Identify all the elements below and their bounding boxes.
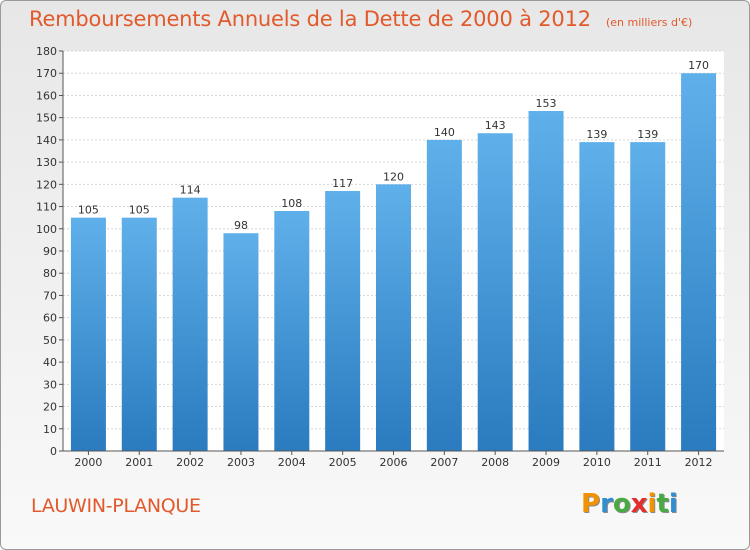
y-tick-label: 50 <box>43 334 57 347</box>
bar <box>630 142 666 451</box>
y-tick-label: 130 <box>36 156 57 169</box>
bars-group <box>70 73 717 452</box>
y-tick-label: 80 <box>43 267 57 280</box>
labels-group: 0 10 20 30 40 50 60 70 80 90 100 110 120 130 140 150 160… <box>36 45 713 469</box>
y-tick-label: 10 <box>43 423 57 436</box>
y-tick-label: 30 <box>43 378 57 391</box>
y-tick-label: 60 <box>43 312 57 325</box>
y-tick-label: 140 <box>36 134 57 147</box>
logo-letter: x <box>630 489 648 519</box>
bar <box>528 111 564 451</box>
y-tick-label: 110 <box>36 201 57 214</box>
y-tick-label: 120 <box>36 178 57 191</box>
y-tick-label: 170 <box>36 67 57 80</box>
bar <box>325 191 361 451</box>
data-label: 98 <box>234 219 248 232</box>
y-tick-label: 150 <box>36 112 57 125</box>
chart-header: Remboursements Annuels de la Dette de 20… <box>29 7 692 31</box>
x-tick-label: 2010 <box>583 456 611 469</box>
logo-letter: t <box>656 489 669 519</box>
bar <box>223 233 259 451</box>
x-tick-label: 2008 <box>481 456 509 469</box>
logo-letter: i <box>668 489 678 519</box>
data-label: 139 <box>637 128 658 141</box>
bar <box>579 142 615 451</box>
data-label: 114 <box>180 184 201 197</box>
x-tick-label: 2006 <box>380 456 408 469</box>
proxiti-logo: Proxiti <box>581 489 678 519</box>
y-tick-label: 20 <box>43 401 57 414</box>
x-tick-label: 2011 <box>634 456 662 469</box>
bar <box>376 184 411 452</box>
x-tick-label: 2000 <box>74 456 102 469</box>
bar <box>121 217 157 451</box>
data-label: 139 <box>586 128 607 141</box>
data-label: 153 <box>536 97 557 110</box>
data-label: 108 <box>281 197 302 210</box>
y-tick-label: 40 <box>43 356 57 369</box>
x-tick-label: 2001 <box>125 456 153 469</box>
logo-letter: i <box>647 489 657 519</box>
x-tick-label: 2002 <box>176 456 204 469</box>
x-tick-label: 2005 <box>329 456 357 469</box>
bar <box>477 133 513 451</box>
x-tick-label: 2003 <box>227 456 255 469</box>
bar <box>274 211 310 451</box>
data-label: 140 <box>434 126 455 139</box>
bar <box>172 197 208 451</box>
data-label: 117 <box>332 177 353 190</box>
y-tick-label: 100 <box>36 223 57 236</box>
logo-letter: o <box>612 489 631 519</box>
chart-title: Remboursements Annuels de la Dette de 20… <box>29 7 591 31</box>
data-label: 143 <box>485 119 506 132</box>
axes-group <box>59 50 724 455</box>
commune-name: LAUWIN-PLANQUE <box>31 495 201 517</box>
x-tick-label: 2004 <box>278 456 306 469</box>
y-tick-label: 160 <box>36 89 57 102</box>
bar <box>426 139 462 451</box>
chart-subtitle: (en milliers d'€) <box>606 16 693 29</box>
y-tick-label: 180 <box>36 45 57 58</box>
data-label: 170 <box>688 59 709 72</box>
y-tick-label: 0 <box>50 445 57 458</box>
bar <box>681 73 717 451</box>
logo-letter: r <box>600 489 613 519</box>
data-label: 105 <box>78 204 99 217</box>
x-tick-label: 2009 <box>532 456 560 469</box>
x-tick-label: 2007 <box>430 456 458 469</box>
x-tick-label: 2012 <box>685 456 713 469</box>
data-label: 120 <box>383 170 404 183</box>
y-tick-label: 90 <box>43 245 57 258</box>
data-label: 105 <box>129 204 150 217</box>
y-tick-label: 70 <box>43 289 57 302</box>
bar <box>70 217 106 451</box>
logo-letter: P <box>581 489 601 519</box>
